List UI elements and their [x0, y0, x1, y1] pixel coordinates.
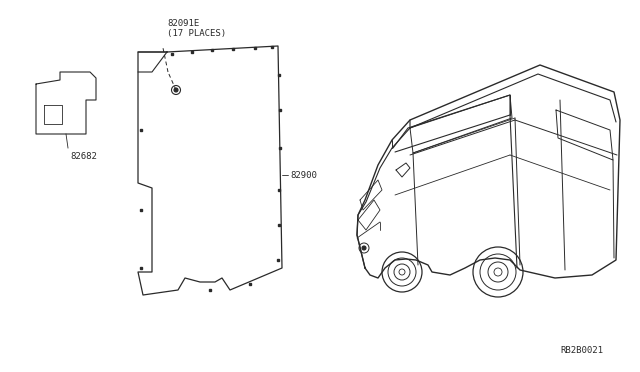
Bar: [140, 129, 142, 131]
Text: 82091E
(17 PLACES): 82091E (17 PLACES): [167, 19, 226, 38]
Bar: [271, 46, 273, 48]
Bar: [279, 147, 281, 149]
Bar: [232, 48, 234, 50]
Bar: [209, 289, 211, 291]
Text: 82900: 82900: [290, 170, 317, 180]
Text: RB2B0021: RB2B0021: [560, 346, 603, 355]
Circle shape: [362, 246, 366, 250]
Bar: [278, 189, 280, 191]
Bar: [278, 74, 280, 76]
Bar: [254, 47, 256, 49]
Circle shape: [174, 88, 178, 92]
Bar: [278, 224, 280, 226]
Bar: [277, 259, 279, 261]
Bar: [249, 283, 251, 285]
Bar: [279, 109, 281, 111]
Bar: [140, 209, 142, 211]
Bar: [191, 51, 193, 53]
Bar: [171, 53, 173, 55]
Bar: [211, 49, 213, 51]
Bar: [140, 267, 142, 269]
Text: 82682: 82682: [70, 152, 97, 161]
